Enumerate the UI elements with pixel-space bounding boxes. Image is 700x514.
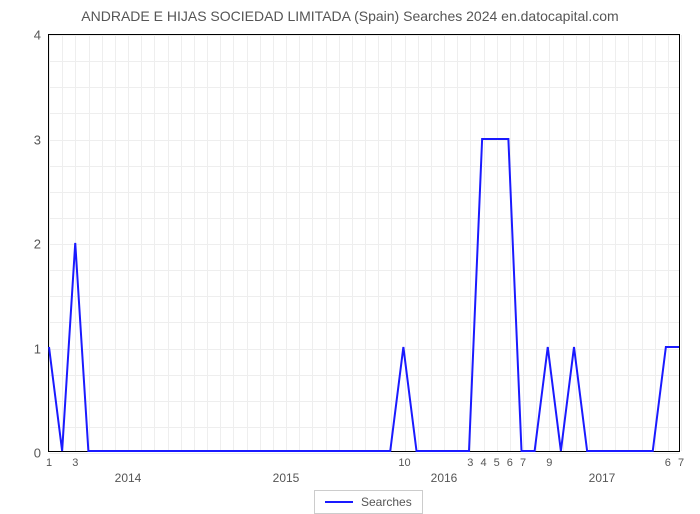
- x-axis-minor-label: 5: [494, 451, 500, 469]
- y-axis-label: 2: [34, 237, 49, 252]
- legend: Searches: [314, 490, 423, 514]
- x-axis-minor-label: 4: [480, 451, 486, 469]
- legend-swatch: [325, 501, 353, 503]
- grid-line-v: [681, 35, 682, 451]
- x-axis-minor-label: 7: [520, 451, 526, 469]
- x-axis-minor-label: 3: [72, 451, 78, 469]
- series-polyline: [49, 139, 679, 451]
- x-axis-major-label: 2016: [431, 451, 458, 485]
- chart-title: ANDRADE E HIJAS SOCIEDAD LIMITADA (Spain…: [0, 8, 700, 24]
- x-axis-major-label: 2017: [589, 451, 616, 485]
- line-chart: ANDRADE E HIJAS SOCIEDAD LIMITADA (Spain…: [0, 0, 700, 500]
- y-axis-label: 3: [34, 132, 49, 147]
- y-axis-label: 4: [34, 28, 49, 43]
- x-axis-minor-label: 6: [665, 451, 671, 469]
- x-axis-minor-label: 3: [467, 451, 473, 469]
- legend-label: Searches: [361, 495, 412, 509]
- x-axis-minor-label: 10: [398, 451, 410, 469]
- plot-area: 012342014201520162017131034567967: [48, 34, 680, 452]
- x-axis-minor-label: 1: [46, 451, 52, 469]
- x-axis-minor-label: 7: [678, 451, 684, 469]
- grid-line-h: [49, 453, 679, 454]
- x-axis-major-label: 2015: [273, 451, 300, 485]
- y-axis-label: 1: [34, 341, 49, 356]
- x-axis-minor-label: 6: [507, 451, 513, 469]
- x-axis-major-label: 2014: [115, 451, 142, 485]
- x-axis-minor-label: 9: [546, 451, 552, 469]
- line-series: [49, 35, 679, 451]
